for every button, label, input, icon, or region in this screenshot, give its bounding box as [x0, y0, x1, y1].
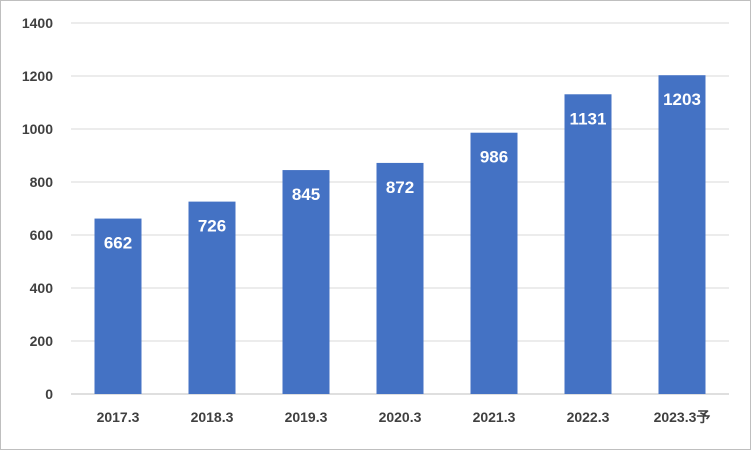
- y-tick-label: 400: [30, 280, 54, 296]
- y-tick-label: 800: [30, 174, 54, 190]
- bar: [188, 201, 236, 394]
- data-label: 1203: [663, 90, 701, 109]
- x-axis: 2017.3 2018.3 2019.3 2020.3 2021.3 2022.3 2023…: [97, 409, 711, 425]
- data-label: 1131: [570, 109, 607, 128]
- y-tick-label: 1000: [22, 121, 53, 137]
- y-tick-label: 1200: [22, 68, 53, 84]
- x-tick-label: 2017.3: [97, 409, 140, 425]
- x-tick-label: 2022.3: [567, 409, 610, 425]
- y-tick-label: 0: [45, 386, 53, 402]
- data-label: 726: [198, 217, 226, 236]
- bars: [94, 75, 706, 394]
- x-tick-label: 2021.3: [473, 409, 516, 425]
- bar: [564, 94, 612, 394]
- x-tick-label: 2020.3: [379, 409, 422, 425]
- bar: [376, 162, 424, 394]
- bar: [470, 132, 518, 394]
- x-tick-label: 2023.3予: [654, 409, 711, 425]
- x-tick-label: 2019.3: [285, 409, 328, 425]
- y-axis: 0 200 400 600 800 1000 1200 1400: [22, 15, 53, 402]
- x-tick-label: 2018.3: [191, 409, 234, 425]
- data-labels: 662 726 845 872 986 1131 1203: [104, 90, 701, 252]
- bar: [94, 218, 142, 394]
- y-tick-label: 600: [30, 227, 54, 243]
- y-tick-label: 200: [30, 333, 54, 349]
- y-tick-label: 1400: [22, 15, 53, 31]
- data-label: 662: [104, 234, 132, 253]
- data-label: 986: [480, 148, 508, 167]
- data-label: 845: [292, 185, 320, 204]
- data-label: 872: [386, 178, 414, 197]
- bar: [658, 75, 706, 394]
- bar: [282, 170, 330, 394]
